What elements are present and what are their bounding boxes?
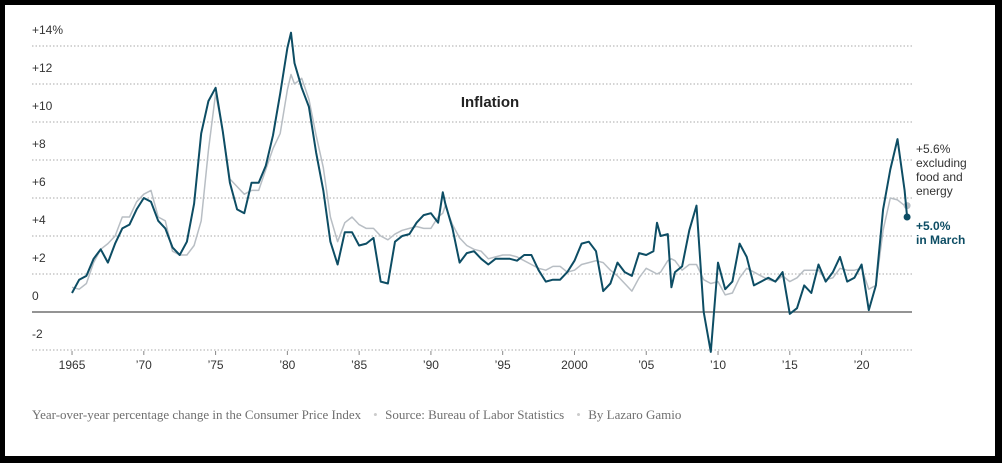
annotation: excluding	[916, 156, 967, 170]
note: Source: Bureau of Labor Statistics	[385, 407, 564, 422]
x-tick-label: ’90	[423, 358, 439, 372]
x-tick-label: ’05	[638, 358, 654, 372]
x-tick-label: ’75	[208, 358, 224, 372]
chart-title: Inflation	[461, 94, 519, 111]
x-tick-label: ’85	[351, 358, 367, 372]
y-tick-label: -2	[32, 327, 43, 341]
y-tick-label: +10	[32, 99, 53, 113]
x-tick-label: ’80	[279, 358, 295, 372]
x-tick-label: ’15	[782, 358, 798, 372]
annotation: energy	[916, 184, 953, 198]
annotation: food and	[916, 170, 963, 184]
separator: •	[373, 407, 378, 422]
x-tick-label: ’95	[495, 358, 511, 372]
note: Year-over-year percentage change in the …	[32, 407, 362, 422]
x-tick-label: ’20	[854, 358, 870, 372]
chart-frame: Inflation +14% +12 +10 +8 +6 +4 +2 0 -2 1965 ’70 ’7…	[5, 5, 995, 456]
note: By Lazaro Gamio	[588, 407, 681, 422]
x-tick-label: ’70	[136, 358, 152, 372]
y-tick-label: +4	[32, 213, 46, 227]
annotation: +5.0%	[916, 219, 951, 233]
y-tick-label: 0	[32, 289, 39, 303]
series-line	[71, 31, 909, 353]
chart: Inflation +14% +12 +10 +8 +6 +4 +2 0 -2 1965 ’70 ’7…	[32, 23, 967, 422]
x-tick-label: 2000	[561, 358, 588, 372]
y-tick-label: +14%	[32, 23, 63, 37]
y-tick-label: +8	[32, 137, 46, 151]
x-tick-label: 1965	[59, 358, 86, 372]
annotation: +5.6%	[916, 142, 951, 156]
y-tick-label: +12	[32, 61, 53, 75]
x-tick-label: ’10	[710, 358, 726, 372]
y-tick-label: +2	[32, 251, 46, 265]
separator: •	[576, 407, 581, 422]
end-dot	[903, 213, 911, 221]
annotation: in March	[916, 233, 965, 247]
y-tick-label: +6	[32, 175, 46, 189]
